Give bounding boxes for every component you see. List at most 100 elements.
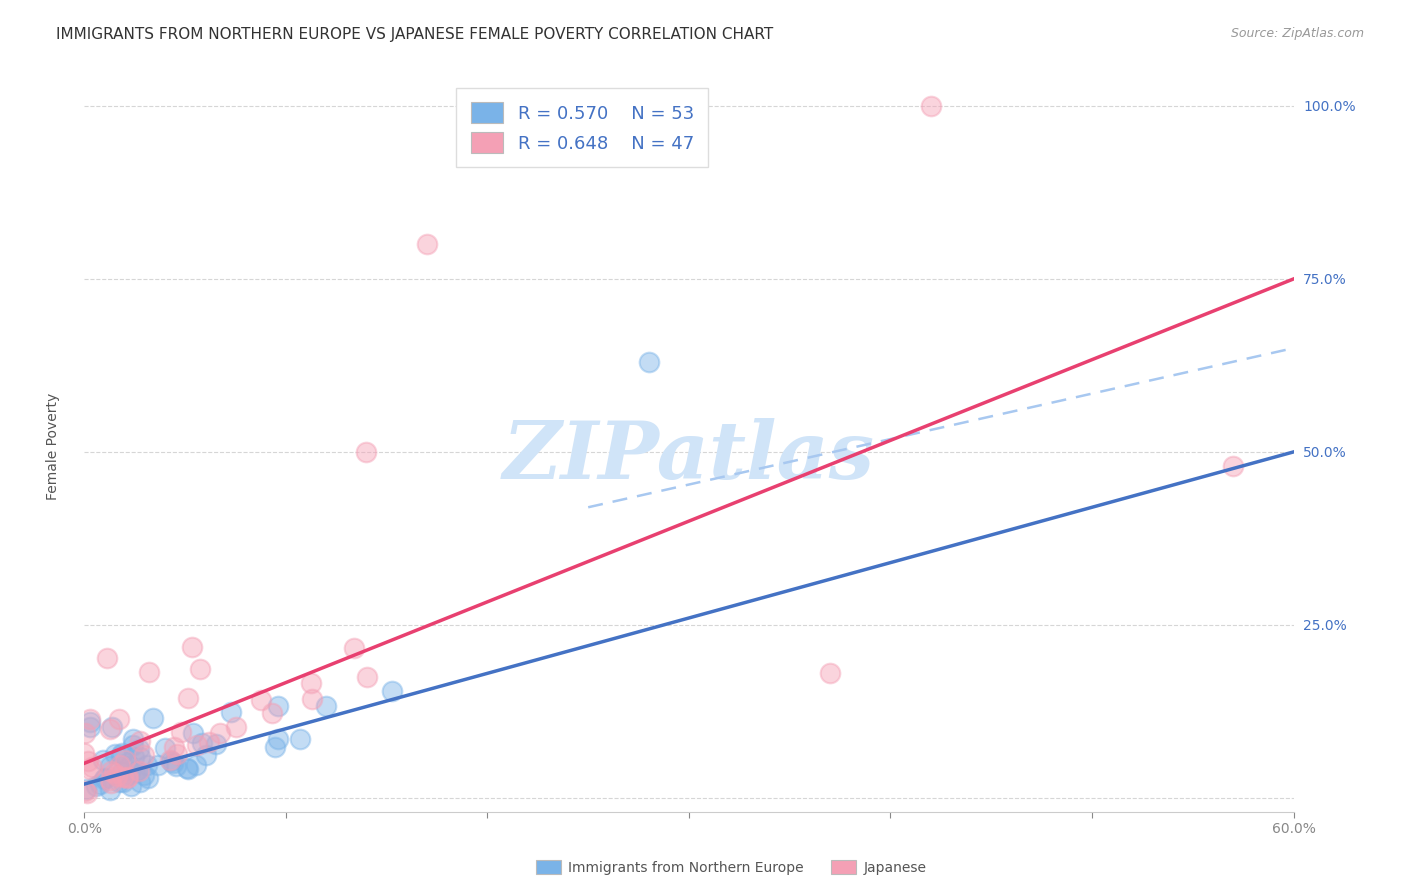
Point [76,786,98,800]
Point [96,651,118,665]
Point [75,782,97,797]
Point [299,676,322,690]
Point [132,767,155,781]
Point [186,758,208,772]
Point [100,764,122,778]
Point [132,747,155,762]
Point [190,662,212,676]
Point [129,750,152,764]
Point [176,761,198,775]
Text: Source: ZipAtlas.com: Source: ZipAtlas.com [1230,27,1364,40]
Point [191,736,214,750]
Point [105,769,128,783]
Point [267,731,290,746]
Point [79,721,101,735]
Point [75,726,97,740]
Point [124,764,146,779]
Point [79,763,101,777]
Point [129,775,152,789]
Point [128,764,150,778]
Point [117,767,139,781]
Point [198,735,221,749]
Text: IMMIGRANTS FROM NORTHERN EUROPE VS JAPANESE FEMALE POVERTY CORRELATION CHART: IMMIGRANTS FROM NORTHERN EUROPE VS JAPAN… [56,27,773,42]
Point [120,779,142,793]
Point [225,720,247,734]
Point [79,712,101,726]
Point [181,725,204,739]
Point [112,770,135,784]
Point [267,699,290,714]
Point [204,737,226,751]
Point [356,445,378,459]
Point [129,733,152,747]
Point [118,759,141,773]
Point [301,692,323,706]
Point [176,691,198,706]
Text: ZIPatlas: ZIPatlas [503,417,875,495]
Point [135,758,157,772]
Point [148,758,170,772]
Point [166,747,188,762]
Point [181,640,204,654]
Point [264,740,287,755]
Point [100,783,122,797]
Point [103,765,125,780]
Point [163,739,186,754]
Point [343,640,366,655]
Point [80,760,103,774]
Point [195,747,218,762]
Point [93,772,115,786]
Point [100,720,122,734]
Point [73,747,96,761]
Point [79,715,101,730]
Point [159,755,181,769]
Point [138,665,160,679]
Point [170,725,193,739]
Point [108,712,131,726]
Point [104,747,127,762]
Point [110,748,132,763]
Legend: R = 0.570    N = 53, R = 0.648    N = 47: R = 0.570 N = 53, R = 0.648 N = 47 [456,87,709,168]
Point [249,693,271,707]
Point [122,732,145,747]
Point [115,771,138,785]
Point [162,756,184,770]
Point [75,784,97,798]
Point [138,771,160,785]
Point [91,753,114,767]
Point [108,774,131,789]
Point [98,723,121,737]
Point [356,670,378,684]
Point [108,758,131,772]
Text: Female Poverty: Female Poverty [46,392,60,500]
Point [637,355,659,369]
Point [288,732,311,747]
Point [76,754,98,768]
Point [381,684,404,698]
Point [219,705,242,719]
Point [920,99,942,113]
Point [111,764,134,779]
Point [128,741,150,756]
Point [159,753,181,767]
Point [186,739,208,753]
Point [89,777,111,791]
Point [98,759,121,773]
Point [114,753,136,767]
Point [142,711,165,725]
Point [416,237,439,252]
Point [117,770,139,784]
Point [177,762,200,776]
Point [122,750,145,764]
Point [262,706,284,720]
Point [1222,458,1244,473]
Point [165,759,187,773]
Point [98,773,121,788]
Point [111,746,134,760]
Point [84,779,107,793]
Point [315,698,337,713]
Point [94,771,117,785]
Point [818,666,841,681]
Point [121,738,143,752]
Point [208,726,231,740]
